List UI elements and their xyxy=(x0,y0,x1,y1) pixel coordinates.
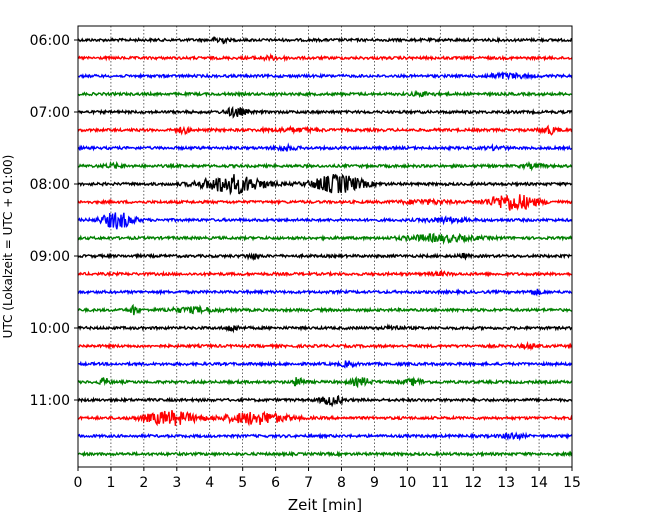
seismic-trace xyxy=(77,410,573,427)
x-tick-label: 3 xyxy=(172,475,181,491)
seismic-trace xyxy=(77,105,573,119)
x-axis-ticks: 0 1 2 3 4 5 6 7 8 9 10 11 12 13 14 15 xyxy=(74,467,581,491)
x-tick-label: 2 xyxy=(139,475,148,491)
plot-frame xyxy=(77,25,573,468)
y-tick-label: 07:00 xyxy=(30,105,70,121)
seismic-trace xyxy=(77,194,573,212)
seismic-trace xyxy=(77,340,573,352)
seismic-trace xyxy=(77,450,573,458)
seismic-trace xyxy=(77,124,573,136)
seismic-trace xyxy=(77,36,572,45)
seismic-trace xyxy=(77,288,573,297)
x-tick-label: 1 xyxy=(106,475,115,491)
trace-group xyxy=(77,36,573,458)
x-tick-label: 15 xyxy=(563,475,581,491)
seismic-trace xyxy=(77,160,572,172)
y-tick-label: 09:00 xyxy=(30,249,70,265)
seismic-trace xyxy=(77,142,573,152)
seismic-trace xyxy=(77,173,573,196)
seismic-trace xyxy=(77,268,573,278)
seismic-trace xyxy=(77,52,573,63)
y-tick-label: 10:00 xyxy=(30,321,70,337)
seismic-trace xyxy=(77,71,573,81)
seismic-trace xyxy=(77,212,573,230)
y-axis-ticks: 06:00 07:00 08:00 09:00 10:00 11:00 xyxy=(30,33,78,409)
seismic-trace xyxy=(77,431,573,442)
x-tick-label: 12 xyxy=(464,475,482,491)
x-tick-label: 9 xyxy=(370,475,379,491)
seismic-trace xyxy=(77,89,573,99)
x-tick-label: 11 xyxy=(431,475,449,491)
y-axis-label: UTC (Lokalzeit = UTC + 01:00) xyxy=(1,155,15,339)
y-tick-label: 06:00 xyxy=(30,33,70,49)
seismic-trace xyxy=(77,360,573,369)
x-tick-label: 14 xyxy=(530,475,548,491)
seismic-trace xyxy=(77,375,573,389)
seismic-trace xyxy=(77,232,573,245)
x-tick-label: 6 xyxy=(271,475,280,491)
y-tick-label: 08:00 xyxy=(30,177,70,193)
seismic-trace xyxy=(77,252,573,262)
x-tick-label: 8 xyxy=(337,475,346,491)
x-tick-label: 10 xyxy=(398,475,416,491)
y-tick-label: 11:00 xyxy=(30,393,70,409)
x-axis-label: Zeit [min] xyxy=(288,496,362,514)
x-tick-label: 7 xyxy=(304,475,313,491)
x-tick-label: 13 xyxy=(497,475,515,491)
seismic-trace xyxy=(77,323,573,334)
vertical-grid xyxy=(110,26,540,467)
seismic-trace xyxy=(78,303,572,316)
x-tick-label: 0 xyxy=(74,475,83,491)
x-tick-label: 4 xyxy=(205,475,214,491)
x-tick-label: 5 xyxy=(238,475,247,491)
seismic-trace xyxy=(77,394,573,408)
